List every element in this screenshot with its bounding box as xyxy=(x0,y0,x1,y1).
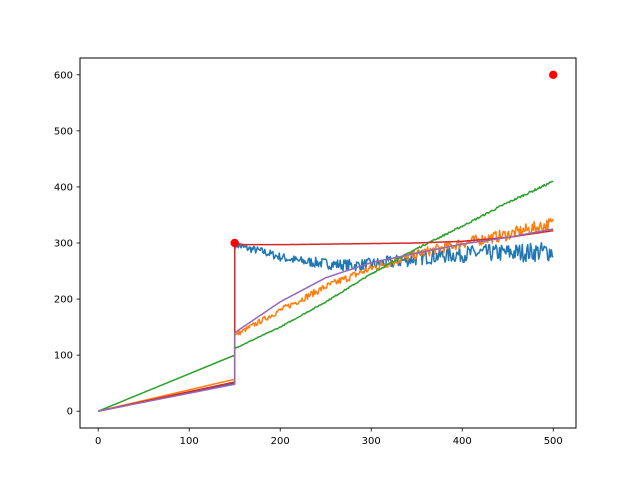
y-tick-label: 0 xyxy=(67,407,73,418)
x-tick-label: 300 xyxy=(362,436,381,447)
series-layer xyxy=(97,180,554,412)
y-tick-label: 600 xyxy=(54,70,73,81)
x-tick-label: 0 xyxy=(95,436,101,447)
series-line-3 xyxy=(97,180,554,412)
x-tick-label: 100 xyxy=(180,436,199,447)
marker-point-2 xyxy=(549,70,558,80)
x-axis-ticks: 0 100 200 300 400 500 xyxy=(95,428,563,447)
marker-point-1 xyxy=(230,238,239,248)
y-tick-label: 100 xyxy=(54,351,73,362)
y-tick-label: 200 xyxy=(54,295,73,306)
marker-layer xyxy=(230,70,558,248)
y-axis-ticks: 0 100 200 300 400 500 600 xyxy=(54,70,80,418)
x-tick-label: 400 xyxy=(453,436,472,447)
series-line-5 xyxy=(98,228,554,412)
x-tick-label: 500 xyxy=(544,436,563,447)
series-line-1 xyxy=(98,241,554,412)
x-tick-label: 200 xyxy=(271,436,290,447)
y-tick-label: 400 xyxy=(54,182,73,193)
y-tick-label: 500 xyxy=(54,126,73,137)
y-tick-label: 300 xyxy=(54,239,73,250)
